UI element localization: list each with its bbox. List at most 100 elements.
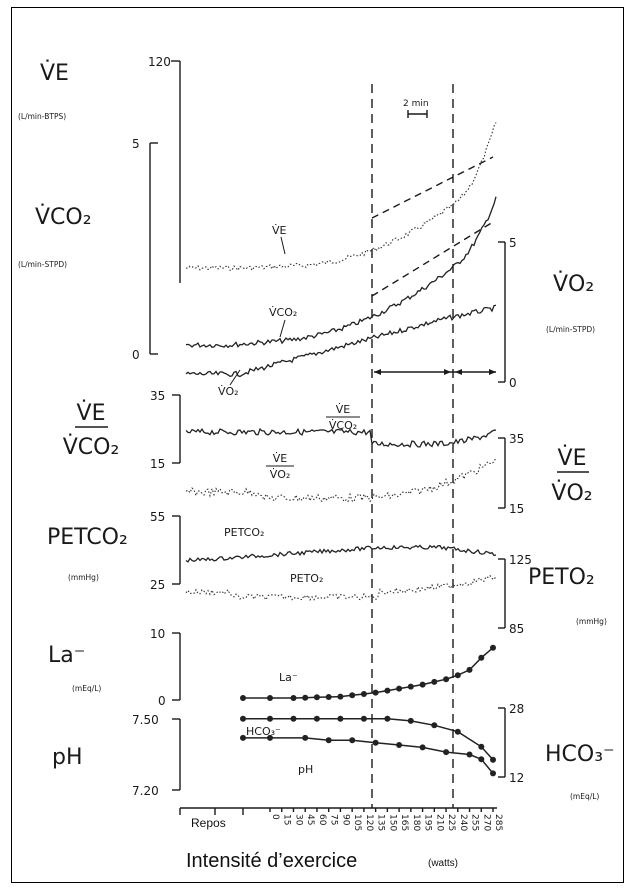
vo2-label: V̇O₂	[553, 271, 594, 297]
petco2-unit: (mmHg)	[68, 573, 99, 582]
x-tick-label: 180	[411, 814, 421, 831]
data-point	[454, 728, 461, 735]
x-tick-label: 90	[340, 814, 350, 826]
hco3-unit: (mEq/L)	[570, 792, 599, 801]
rest-point	[240, 715, 246, 722]
la-label: La⁻	[48, 643, 85, 668]
data-point	[302, 734, 309, 741]
ratio-right-den: V̇O₂	[551, 480, 592, 506]
data-point	[349, 737, 356, 744]
trace-label-la: La⁻	[279, 671, 298, 684]
data-point	[396, 685, 403, 692]
hco3-tick-12: 12	[509, 771, 524, 785]
trace-label-peto2: PETO₂	[290, 572, 323, 585]
ratio-right-axis: 35 15	[498, 432, 524, 516]
x-tick-label: 195	[423, 814, 433, 831]
data-point	[478, 756, 485, 763]
data-point	[490, 770, 496, 777]
hco3-label: HCO₃⁻	[545, 742, 615, 767]
peto2-tick-85: 85	[509, 622, 524, 636]
la-tick-10: 10	[150, 627, 165, 641]
x-tick-label: 210	[434, 814, 444, 831]
ve-extrapolation	[371, 156, 494, 219]
ve-unit: (L/min-BTPS)	[18, 112, 66, 121]
ve-vo2-trace	[185, 457, 497, 503]
ratio-right-num: V̇E	[558, 445, 587, 471]
data-point	[396, 742, 403, 748]
x-axis-unit: (watts)	[428, 858, 458, 869]
ph-axis: 7.50 7.20	[132, 713, 181, 798]
x-rest-label: Repos	[191, 816, 226, 830]
ratio-left-den: V̇CO₂	[63, 434, 120, 460]
peto2-tick-125: 125	[509, 553, 532, 567]
petco2-label: PETCO₂	[47, 525, 128, 550]
ratio-right-tick-35: 35	[509, 432, 524, 446]
x-tick-label: 45	[305, 814, 315, 825]
trace-pointer-vo2	[229, 369, 241, 386]
rest-point	[240, 734, 246, 741]
trace-label-petco2: PETCO₂	[224, 526, 264, 539]
data-point	[384, 715, 391, 722]
petco2-tick-25: 25	[150, 578, 165, 592]
peto2-unit: (mmHg)	[576, 617, 607, 626]
ve-vco2-trace	[185, 427, 497, 449]
time-scale: 2 min	[403, 99, 429, 118]
trace-label-hco3: HCO₃⁻	[246, 725, 281, 738]
trace-pointer-ve	[280, 236, 286, 255]
data-point	[443, 676, 450, 683]
vco2-extrapolation	[371, 221, 494, 297]
data-point	[454, 672, 461, 679]
data-point	[490, 756, 496, 763]
vco2-axis: 5 0	[132, 137, 158, 362]
x-tick-label: 240	[458, 814, 468, 831]
vo2-axis: 5 0	[498, 236, 517, 390]
x-axis: Repos 0 15 30 45 60 75 90 105 120 135 150 165 180 195…	[179, 807, 503, 872]
breath-traces	[185, 122, 497, 602]
la-tick-0: 0	[158, 694, 166, 708]
data-point	[337, 715, 344, 722]
trace-ratio2-den: V̇O₂	[270, 468, 291, 481]
vco2-trace	[185, 196, 497, 349]
data-point	[478, 743, 485, 750]
data-point	[372, 689, 379, 696]
x-tick-label: 255	[470, 814, 480, 831]
x-tick-label: 30	[293, 814, 303, 826]
vco2-label: V̇CO₂	[35, 204, 92, 230]
ve-axis: 120	[148, 55, 181, 283]
peto2-label: PETO₂	[528, 565, 595, 590]
x-tick-label: 270	[481, 814, 491, 831]
trace-ratio1-den: V̇CO₂	[329, 419, 357, 432]
x-tick-label: 60	[317, 814, 327, 826]
ve-trace	[185, 122, 497, 272]
hco3-axis: 28 12	[498, 702, 524, 785]
ratio-left-tick-35: 35	[150, 389, 165, 403]
data-point	[384, 687, 391, 694]
data-point	[290, 695, 297, 701]
vco2-tick-0: 0	[132, 348, 140, 362]
data-point	[349, 692, 356, 699]
ve-tick-120: 120	[148, 55, 171, 69]
data-point	[290, 715, 297, 722]
x-tick-label: 150	[387, 814, 397, 831]
petco2-axis: 55 25	[150, 510, 181, 592]
x-axis-title: Intensité d’exercice	[186, 850, 357, 872]
vo2-tick-5: 5	[509, 236, 517, 250]
trace-label-ph: pH	[298, 763, 313, 776]
figure-frame	[11, 7, 624, 883]
data-point	[490, 644, 496, 651]
x-tick-label: 285	[493, 814, 503, 831]
rest-point	[240, 694, 246, 701]
hco3-tick-28: 28	[509, 702, 524, 716]
data-point	[407, 683, 414, 690]
vo2-tick-0: 0	[509, 376, 517, 390]
data-point	[313, 694, 320, 701]
x-tick-label: 165	[399, 814, 409, 831]
vco2-tick-5: 5	[132, 137, 140, 151]
blood-values	[240, 644, 496, 777]
petco2-tick-55: 55	[150, 510, 165, 524]
ph-tick-750: 7.50	[132, 713, 159, 727]
x-tick-label: 120	[364, 814, 374, 831]
ratio-left-tick-15: 15	[150, 457, 165, 471]
data-point	[466, 666, 473, 673]
